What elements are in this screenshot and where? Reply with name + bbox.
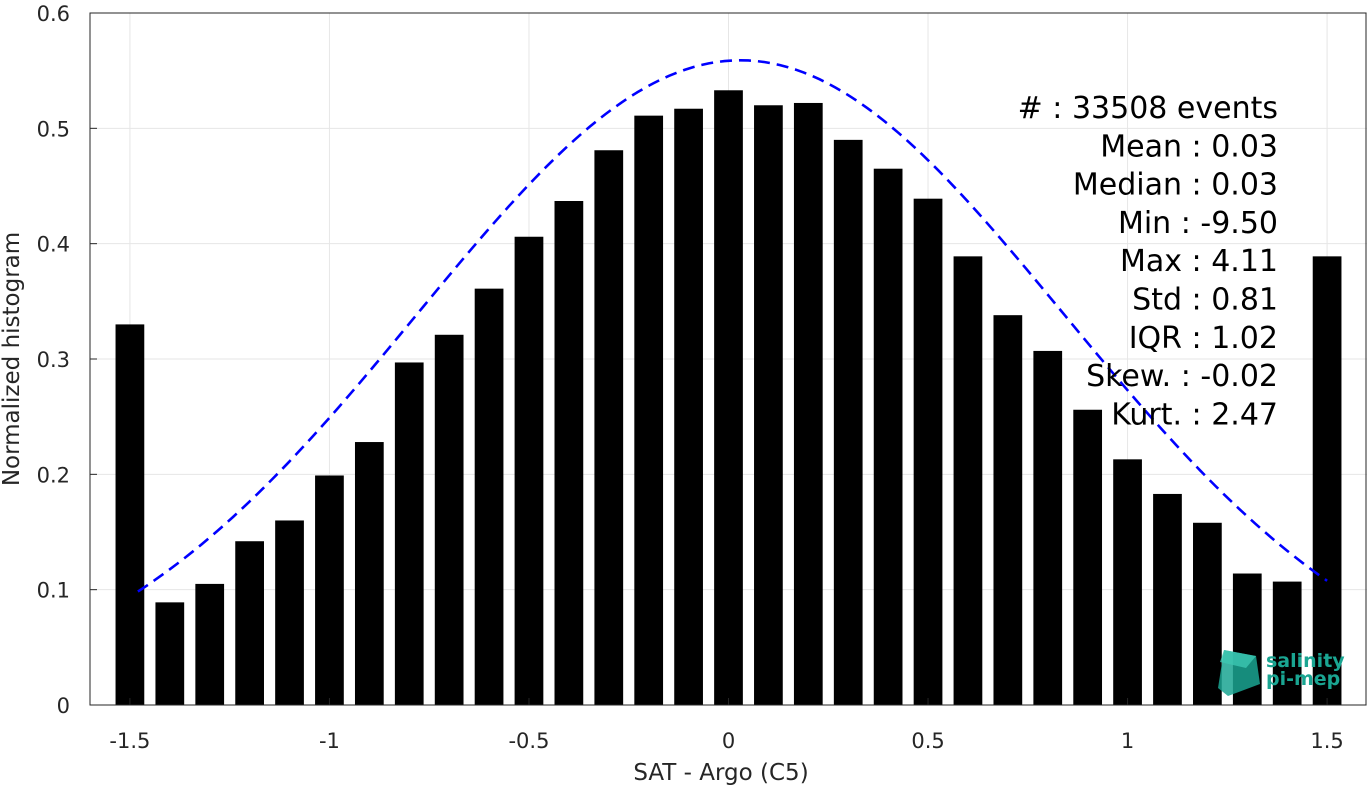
bar-21 xyxy=(953,256,983,705)
bar-17 xyxy=(793,102,823,705)
stat-line-7: Skew. : -0.02 xyxy=(1086,359,1278,394)
x-tick-label-4: 0.5 xyxy=(911,729,944,753)
bar-18 xyxy=(833,139,863,705)
x-tick-label-0: -1.5 xyxy=(109,729,150,753)
x-tick-label-3: 0 xyxy=(722,729,735,753)
bar-13 xyxy=(634,115,664,705)
y-tick-label-2: 0.2 xyxy=(37,463,70,487)
bar-8 xyxy=(434,334,464,705)
bar-1 xyxy=(155,602,185,705)
bar-7 xyxy=(394,362,424,705)
bar-0 xyxy=(115,324,145,705)
y-tick-label-3: 0.3 xyxy=(37,348,70,372)
stat-line-5: Std : 0.81 xyxy=(1132,283,1278,318)
stat-line-2: Median : 0.03 xyxy=(1073,168,1278,203)
bar-22 xyxy=(993,315,1023,705)
stat-line-4: Max : 4.11 xyxy=(1120,244,1278,279)
bar-5 xyxy=(315,475,344,705)
bar-27 xyxy=(1193,522,1222,705)
x-tick-label-6: 1.5 xyxy=(1310,729,1343,753)
bar-12 xyxy=(594,150,624,705)
y-axis-ticks: 0 0.1 0.2 0.3 0.4 0.5 0.6 xyxy=(37,2,97,718)
logo-cube-shade xyxy=(1220,650,1256,668)
x-tick-label-5: 1 xyxy=(1121,729,1134,753)
stat-line-1: Mean : 0.03 xyxy=(1100,129,1278,164)
y-axis-label: Normalized histogram xyxy=(0,232,25,486)
bar-24 xyxy=(1073,409,1103,705)
bar-6 xyxy=(354,442,384,705)
logo-text-line2: pi-mep xyxy=(1266,668,1340,690)
bar-3 xyxy=(235,541,264,705)
bar-19 xyxy=(873,168,903,705)
y-tick-label-0: 0 xyxy=(57,694,70,718)
bar-30 xyxy=(1312,256,1342,705)
y-tick-label-6: 0.6 xyxy=(37,2,70,26)
salinity-pi-mep-logo: salinity pi-mep xyxy=(1218,650,1345,696)
x-axis-ticks: -1.5 -1 -0.5 0 0.5 1 1.5 xyxy=(109,698,1344,753)
y-tick-label-4: 0.4 xyxy=(37,233,70,257)
bar-26 xyxy=(1153,493,1182,705)
stat-line-8: Kurt. : 2.47 xyxy=(1111,397,1278,432)
bar-2 xyxy=(195,583,225,705)
bar-14 xyxy=(674,108,703,705)
bars xyxy=(115,90,1342,706)
y-tick-label-1: 0.1 xyxy=(37,579,70,603)
bar-16 xyxy=(754,105,783,706)
stat-line-0: # : 33508 events xyxy=(1018,91,1278,126)
bar-9 xyxy=(474,288,504,705)
logo-text-line1: salinity xyxy=(1266,650,1345,672)
bar-10 xyxy=(514,236,544,705)
bar-4 xyxy=(275,520,304,705)
bar-25 xyxy=(1113,459,1142,705)
bar-29 xyxy=(1272,581,1302,705)
bar-23 xyxy=(1033,350,1063,705)
stat-line-3: Min : -9.50 xyxy=(1118,206,1278,241)
bar-11 xyxy=(554,200,584,705)
bar-15 xyxy=(714,90,743,706)
x-tick-label-2: -0.5 xyxy=(508,729,549,753)
y-tick-label-5: 0.5 xyxy=(37,117,70,141)
x-tick-label-1: -1 xyxy=(319,729,340,753)
gaussian-fit-curve xyxy=(137,58,1328,593)
x-axis-label: SAT - Argo (C5) xyxy=(633,760,808,786)
bar-20 xyxy=(913,198,943,706)
stat-line-6: IQR : 1.02 xyxy=(1129,321,1278,356)
